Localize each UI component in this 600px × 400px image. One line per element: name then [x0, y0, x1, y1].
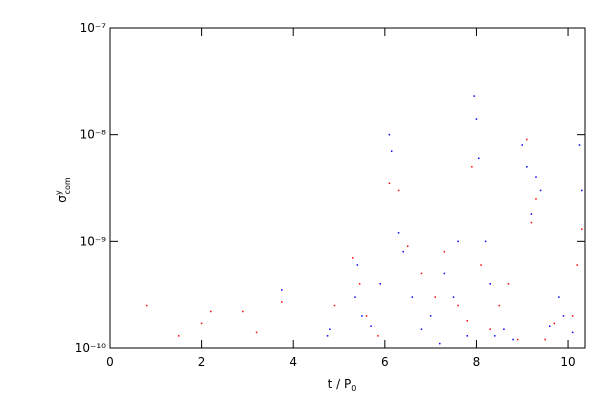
x-tick-label: 4 — [289, 355, 297, 369]
point — [578, 144, 581, 146]
point — [581, 189, 583, 192]
point — [498, 304, 501, 307]
point — [242, 310, 244, 313]
x-label-sub: 0 — [351, 384, 356, 393]
point — [388, 133, 391, 136]
point — [539, 189, 542, 192]
point — [512, 338, 514, 341]
point — [326, 335, 329, 337]
point — [530, 221, 533, 224]
point — [429, 315, 432, 317]
point — [494, 335, 496, 337]
x-tick-label: 6 — [381, 355, 389, 369]
x-tick-label: 2 — [198, 355, 206, 369]
y-label-sub: com — [63, 177, 72, 194]
point — [530, 213, 533, 215]
point — [370, 325, 372, 327]
point — [576, 264, 578, 266]
point — [281, 301, 283, 303]
point — [406, 245, 409, 247]
point — [475, 118, 478, 120]
point — [489, 283, 491, 285]
point — [200, 322, 203, 325]
point — [571, 315, 574, 317]
x-axis-label: t / P0 — [328, 377, 357, 393]
point — [521, 144, 523, 146]
point — [420, 272, 423, 275]
y-tick-label: 10⁻⁹ — [80, 234, 107, 248]
point — [452, 296, 455, 298]
point — [562, 315, 565, 317]
x-label-text: t / P — [328, 377, 352, 391]
y-label-symbol: σ — [55, 195, 69, 203]
point — [411, 296, 414, 298]
point — [503, 328, 505, 330]
x-tick-label: 0 — [106, 355, 114, 369]
point — [489, 328, 491, 330]
point — [466, 335, 469, 337]
point — [507, 283, 510, 285]
point — [420, 328, 423, 330]
point — [379, 283, 382, 285]
point — [516, 338, 519, 341]
point — [553, 322, 556, 325]
point — [558, 296, 560, 298]
point — [581, 228, 583, 230]
point — [145, 304, 148, 307]
point — [255, 331, 258, 334]
y-label-sup: y — [54, 190, 63, 195]
point — [354, 296, 356, 298]
y-tick-label: 10⁻¹⁰ — [75, 341, 106, 355]
point — [535, 198, 537, 200]
point — [439, 342, 441, 345]
point — [388, 182, 391, 185]
point — [457, 240, 459, 243]
point — [365, 315, 368, 317]
point — [443, 272, 446, 275]
point — [443, 250, 446, 253]
point — [457, 304, 459, 307]
point — [571, 331, 574, 334]
point — [548, 325, 551, 327]
point — [333, 304, 336, 307]
point — [358, 283, 361, 285]
point — [397, 232, 400, 234]
point — [535, 176, 537, 178]
point — [177, 335, 180, 337]
point — [377, 335, 379, 337]
point — [471, 166, 473, 168]
point — [473, 95, 475, 97]
point — [352, 257, 354, 259]
x-tick-label: 10 — [560, 355, 575, 369]
point — [210, 310, 212, 313]
x-tick-label: 8 — [473, 355, 481, 369]
point — [356, 264, 359, 266]
plot-frame — [109, 27, 586, 349]
point — [466, 320, 469, 322]
point — [526, 166, 528, 168]
point — [361, 315, 363, 317]
y-tick-label: 10⁻⁷ — [80, 21, 107, 35]
point — [329, 328, 331, 330]
point — [484, 240, 487, 243]
point — [281, 289, 283, 291]
point — [402, 250, 404, 253]
point — [477, 157, 480, 160]
point — [397, 189, 400, 192]
y-axis-label: σycom — [54, 177, 72, 203]
point — [526, 138, 528, 141]
point — [480, 264, 482, 266]
y-tick-label: 10⁻⁸ — [80, 128, 107, 142]
point — [544, 338, 546, 341]
point — [390, 150, 393, 152]
point — [434, 296, 436, 298]
